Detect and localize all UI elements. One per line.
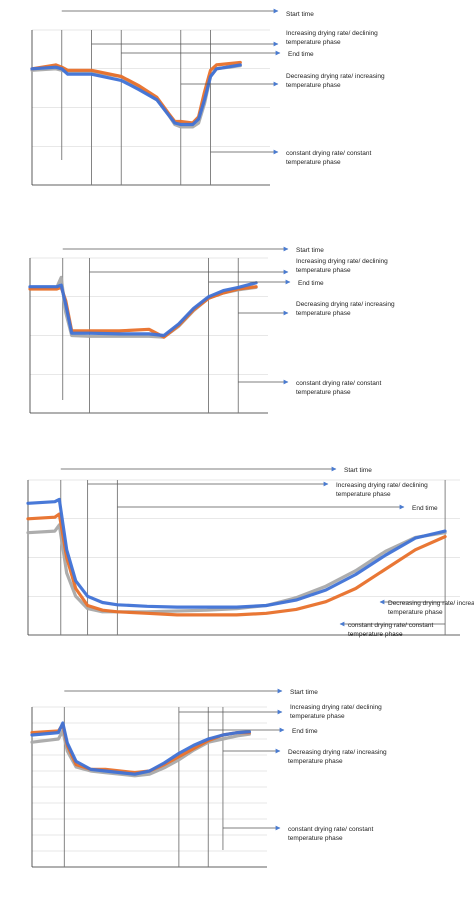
annotation-label: Decreasing drying rate/ increasing temper… bbox=[388, 600, 474, 616]
series-line-gray bbox=[26, 523, 447, 614]
annotation-label: constant drying rate/ constant temperatur… bbox=[288, 826, 373, 842]
annotation-label-line: constant drying rate/ constant bbox=[286, 150, 371, 157]
annotation-label: Start time bbox=[286, 11, 314, 18]
annotation-label-line: temperature phase bbox=[348, 631, 403, 638]
annotation-label-line: temperature phase bbox=[296, 310, 351, 317]
annotation-label-line: temperature phase bbox=[286, 159, 341, 166]
annotation-label-line: Decreasing drying rate/ increasing bbox=[288, 749, 387, 756]
annotation-label: Increasing drying rate/ declining tempera… bbox=[290, 704, 382, 720]
annotation-label: Increasing drying rate/ declining tempera… bbox=[296, 258, 388, 274]
series-line-blue bbox=[26, 497, 447, 609]
annotation-label-line: Increasing drying rate/ declining bbox=[286, 30, 378, 37]
series-line-blue bbox=[30, 721, 251, 776]
annotation-label: End time bbox=[292, 728, 318, 735]
annotation-label-line: constant drying rate/ constant bbox=[288, 826, 373, 833]
annotation-label-line: Decreasing drying rate/ increasing bbox=[388, 600, 474, 607]
annotation-label: End time bbox=[288, 51, 314, 58]
annotation-label: Increasing drying rate/ declining tempera… bbox=[336, 482, 428, 498]
annotation-label-line: Increasing drying rate/ declining bbox=[290, 704, 382, 711]
annotation-label-line: constant drying rate/ constant bbox=[296, 380, 381, 387]
annotation-label-line: temperature phase bbox=[288, 758, 343, 765]
annotation-label: Start time bbox=[344, 467, 372, 474]
annotation-label-line: temperature phase bbox=[296, 389, 351, 396]
annotation-label: Start time bbox=[296, 247, 324, 254]
annotation-label: End time bbox=[412, 505, 438, 512]
annotation-label-line: Decreasing drying rate/ increasing bbox=[286, 73, 385, 80]
annotation-label-line: Increasing drying rate/ declining bbox=[296, 258, 388, 265]
annotation-label-line: constant drying rate/ constant bbox=[348, 622, 433, 629]
annotation-label: End time bbox=[298, 280, 324, 287]
annotation-label-line: temperature phase bbox=[296, 267, 351, 274]
annotation-label-line: Decreasing drying rate/ increasing bbox=[296, 301, 395, 308]
chart-panel-a: Start time Increasing drying rate/ declin… bbox=[30, 8, 385, 186]
annotation-label: Decreasing drying rate/ increasing temper… bbox=[288, 749, 387, 765]
annotation-label: constant drying rate/ constant temperatur… bbox=[286, 150, 371, 166]
annotation-label-line: temperature phase bbox=[388, 609, 443, 616]
series-line-blue bbox=[30, 63, 242, 127]
annotation-label-line: temperature phase bbox=[288, 835, 343, 842]
annotation-label: constant drying rate/ constant temperatur… bbox=[296, 380, 381, 396]
annotation-label-line: temperature phase bbox=[336, 491, 391, 498]
annotation-label: Increasing drying rate/ declining tempera… bbox=[286, 30, 378, 46]
annotation-label-line: Increasing drying rate/ declining bbox=[336, 482, 428, 489]
annotation-label-line: temperature phase bbox=[290, 713, 345, 720]
series-line-orange bbox=[26, 512, 447, 617]
annotation-label: Start time bbox=[290, 689, 318, 696]
annotation-label: Decreasing drying rate/ increasing temper… bbox=[296, 301, 395, 317]
annotation-label-line: temperature phase bbox=[286, 82, 341, 89]
series-line-blue bbox=[28, 281, 258, 338]
chart-panel-d: Start time Increasing drying rate/ declin… bbox=[30, 688, 387, 868]
annotation-label: constant drying rate/ constant temperatur… bbox=[348, 622, 433, 638]
chart-panel-c: Start time Increasing drying rate/ declin… bbox=[26, 466, 474, 638]
annotation-label-line: temperature phase bbox=[286, 39, 341, 46]
annotation-label: Decreasing drying rate/ increasing temper… bbox=[286, 73, 385, 89]
chart-panel-b: Start time Increasing drying rate/ declin… bbox=[28, 246, 395, 414]
